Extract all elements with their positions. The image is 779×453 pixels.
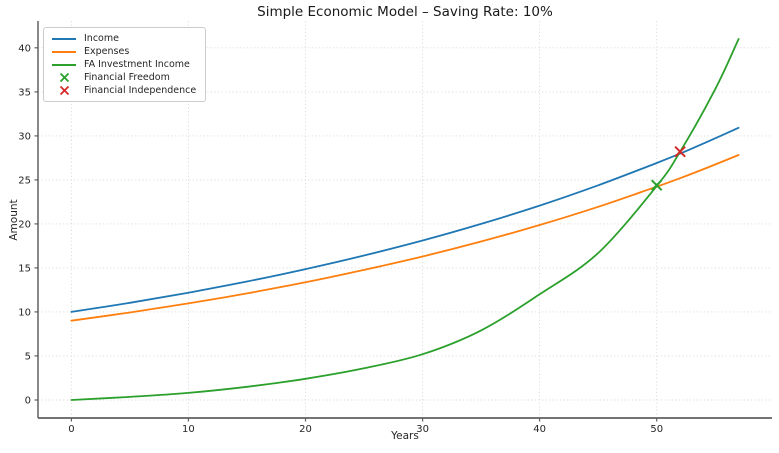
legend-x-marker-icon: [51, 85, 77, 96]
legend-item-expenses: Expenses: [51, 45, 196, 58]
legend-item-income: Income: [51, 32, 196, 45]
y-tick-label: 15: [18, 263, 31, 274]
legend-label: Expenses: [84, 46, 130, 57]
y-tick-label: 10: [18, 307, 31, 318]
x-tick-label: 10: [182, 424, 195, 435]
x-tick-label: 30: [416, 424, 429, 435]
legend-label: Financial Independence: [84, 85, 197, 96]
x-tick-label: 20: [299, 424, 312, 435]
legend-label: Income: [84, 33, 119, 44]
legend-x-marker-icon: [51, 72, 77, 83]
x-tick-label: 50: [650, 424, 663, 435]
legend-label: Financial Freedom: [84, 72, 170, 83]
x-axis-label: Years: [391, 430, 419, 442]
legend-line-swatch: [51, 34, 77, 44]
x-tick-label: 0: [68, 424, 74, 435]
y-tick-label: 5: [25, 351, 31, 362]
series-line-expenses: [70, 154, 740, 322]
marker-financial-independence: [674, 146, 686, 158]
legend-line-swatch: [51, 60, 77, 70]
legend-item-financial-independence: Financial Independence: [51, 84, 196, 97]
legend-line-swatch: [51, 47, 77, 57]
y-tick-label: 0: [25, 396, 31, 407]
x-tick-label: 40: [533, 424, 546, 435]
y-tick-label: 30: [18, 131, 31, 142]
legend: Income Expenses FA Investment Income Financ…: [43, 27, 207, 102]
legend-label: FA Investment Income: [84, 59, 190, 70]
legend-item-financial-freedom: Financial Freedom: [51, 71, 196, 84]
y-tick-label: 40: [18, 43, 31, 54]
legend-item-fa-investment-income: FA Investment Income: [51, 58, 196, 71]
y-tick-label: 25: [18, 175, 31, 186]
y-tick-label: 20: [18, 219, 31, 230]
series-line-income: [70, 126, 740, 313]
y-tick-label: 35: [18, 87, 31, 98]
y-axis-label: Amount: [8, 199, 20, 241]
marker-financial-freedom: [650, 179, 663, 191]
chart-title: Simple Economic Model – Saving Rate: 10%: [257, 4, 553, 20]
